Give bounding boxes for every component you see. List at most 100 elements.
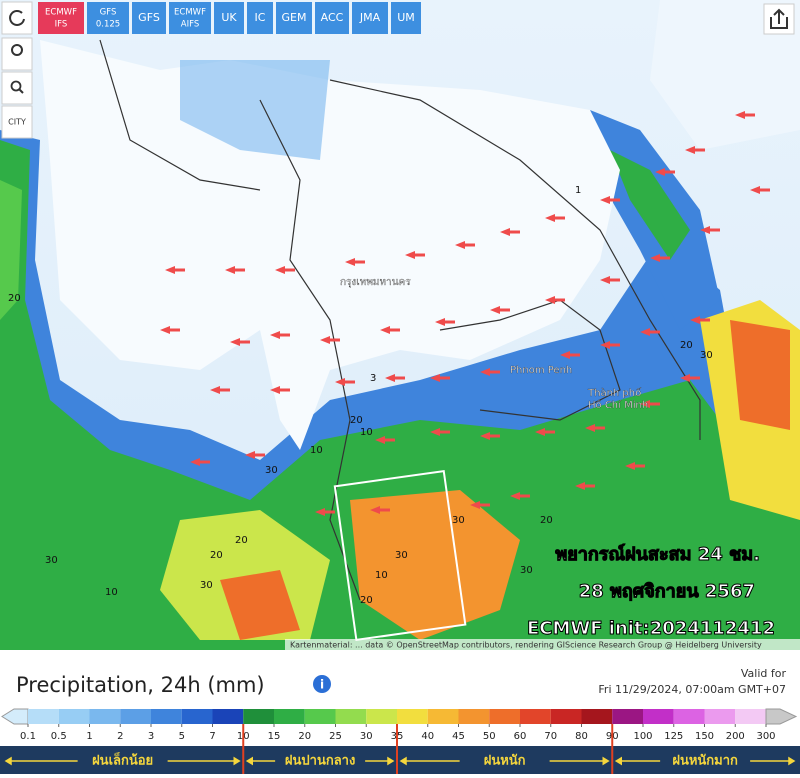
- wind-arrow: [165, 266, 185, 274]
- contour-label: 30: [265, 465, 278, 476]
- scale-cell: [58, 709, 90, 724]
- scale-cell: [335, 709, 367, 724]
- wind-arrow: [545, 296, 565, 304]
- scale-label: 1: [86, 731, 92, 742]
- scale-label: 0.1: [20, 731, 36, 742]
- contour-label: 30: [395, 550, 408, 561]
- wind-arrow: [270, 386, 290, 394]
- model-button[interactable]: [214, 2, 244, 34]
- model-button[interactable]: [391, 2, 421, 34]
- wind-arrow: [230, 338, 250, 346]
- wind-arrow: [190, 458, 210, 466]
- model-label: UM: [397, 11, 415, 24]
- wind-arrow: [545, 214, 565, 222]
- scale-label: 2: [117, 731, 123, 742]
- wind-arrow: [470, 501, 490, 509]
- scale-cell: [181, 709, 213, 724]
- scale-label: 30: [360, 731, 373, 742]
- place-label: กรุงเทพมหานคร: [340, 277, 411, 288]
- scale-cell: [550, 709, 582, 724]
- svg-text:i: i: [320, 678, 324, 692]
- contour-label: 20: [8, 293, 21, 304]
- search-button[interactable]: [1, 71, 33, 105]
- wind-arrow: [345, 258, 365, 266]
- category-label: ฝนหนักมาก: [672, 754, 738, 769]
- model-label: 0.125: [96, 20, 120, 30]
- model-button[interactable]: [38, 2, 84, 34]
- scale-label: 3: [148, 731, 154, 742]
- wind-arrow: [640, 328, 660, 336]
- wind-arrow: [560, 351, 580, 359]
- scale-label: 150: [695, 731, 714, 742]
- scale-cell: [735, 709, 766, 724]
- model-button[interactable]: [276, 2, 312, 34]
- contour-label: 20: [235, 535, 248, 546]
- wind-arrow: [270, 331, 290, 339]
- contour-label: 30: [45, 555, 58, 566]
- city-label: CITY: [8, 118, 26, 127]
- wind-arrow: [490, 306, 510, 314]
- contour-label: 3: [370, 373, 376, 384]
- model-label: IFS: [55, 20, 68, 30]
- scale-label: 25: [329, 731, 342, 742]
- scale-end: [765, 708, 798, 725]
- wind-arrow: [700, 226, 720, 234]
- scale-cell: [581, 709, 613, 724]
- model-button[interactable]: [132, 2, 166, 34]
- model-label: IC: [255, 11, 266, 24]
- wind-arrow: [685, 146, 705, 154]
- info-button[interactable]: [313, 675, 331, 693]
- wind-arrow: [535, 428, 555, 436]
- legend-title: Precipitation, 24h (mm): [16, 673, 265, 697]
- model-button[interactable]: [352, 2, 388, 34]
- scale-cell: [520, 709, 551, 724]
- city-button[interactable]: [1, 105, 33, 139]
- contour-label: 20: [680, 340, 693, 351]
- scale-label: 80: [575, 731, 588, 742]
- overlay-title: พยากรณ์ฝนสะสม 24 ชม.: [555, 543, 760, 565]
- contour-label: 1: [575, 185, 581, 196]
- contour-label: 10: [310, 445, 323, 456]
- scale-label: 70: [544, 731, 557, 742]
- scale-cell: [397, 709, 428, 724]
- scale-label: 60: [514, 731, 527, 742]
- model-button[interactable]: [315, 2, 349, 34]
- category-label: ฝนหนัก: [484, 754, 526, 769]
- valid-time: Fri 11/29/2024, 07:00am GMT+07: [598, 683, 786, 696]
- wind-arrow: [430, 374, 450, 382]
- scale-cell: [643, 709, 674, 724]
- model-label: UK: [221, 11, 237, 24]
- category-label: ฝนปานกลาง: [285, 754, 355, 769]
- model-label: ECMWF: [174, 8, 206, 18]
- scale-cell: [212, 709, 244, 724]
- model-button[interactable]: [247, 2, 273, 34]
- wind-arrow: [650, 254, 670, 262]
- overlay-date: 28 พฤศจิกายน 2567: [579, 581, 755, 602]
- model-label: ECMWF: [45, 8, 77, 18]
- refresh-button[interactable]: [1, 1, 33, 35]
- wind-arrow: [435, 318, 455, 326]
- toolbar: ECMWF IFS GFS 0.125 GFS ECMWF AIFS UK IC GEM ACC JM…: [38, 2, 421, 34]
- model-button[interactable]: [169, 2, 211, 34]
- contour-label: 20: [350, 415, 363, 426]
- contour-label: 10: [375, 570, 388, 581]
- attribution: Kartenmaterial: ... data © OpenStreetMap…: [290, 641, 762, 650]
- scale-label: 7: [209, 731, 215, 742]
- contour-label: 10: [105, 587, 118, 598]
- wind-arrow: [210, 386, 230, 394]
- scale-cell: [274, 709, 305, 724]
- category-label: ฝนเล็กน้อย: [92, 751, 153, 769]
- wind-arrow: [315, 508, 335, 516]
- wind-arrow: [455, 241, 475, 249]
- wind-arrow: [690, 316, 710, 324]
- model-label: JMA: [359, 11, 381, 24]
- wind-arrow: [600, 276, 620, 284]
- scale-label: 40: [421, 731, 434, 742]
- wind-arrow: [405, 251, 425, 259]
- scale-cell: [243, 709, 274, 724]
- model-button[interactable]: [87, 2, 129, 34]
- wind-arrow: [510, 492, 530, 500]
